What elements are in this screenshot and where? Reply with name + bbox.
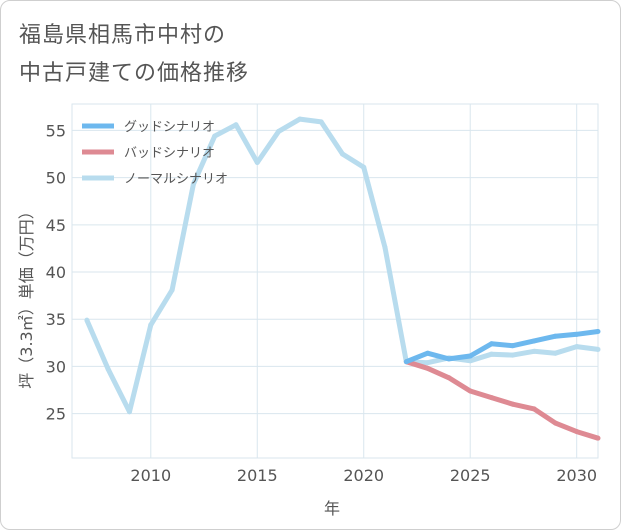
data-point bbox=[552, 350, 558, 356]
y-tick-label: 50 bbox=[46, 169, 66, 188]
legend-label: グッドシナリオ bbox=[124, 120, 215, 135]
y-tick-label: 40 bbox=[46, 263, 66, 282]
data-point bbox=[595, 435, 601, 441]
data-point bbox=[489, 341, 495, 347]
data-point bbox=[446, 356, 452, 362]
x-axis-label: 年 bbox=[324, 499, 340, 518]
series-0 bbox=[403, 329, 601, 365]
data-point bbox=[531, 338, 537, 344]
data-point bbox=[595, 329, 601, 335]
series-2 bbox=[84, 116, 601, 415]
data-point bbox=[446, 375, 452, 381]
data-point bbox=[489, 395, 495, 401]
y-tick-label: 45 bbox=[46, 216, 66, 235]
data-point bbox=[361, 164, 367, 170]
x-tick-label: 2025 bbox=[450, 466, 491, 485]
y-tick-label: 30 bbox=[46, 357, 66, 376]
data-point bbox=[425, 365, 431, 371]
x-tick-label: 2020 bbox=[343, 466, 384, 485]
data-point bbox=[105, 366, 111, 372]
data-point bbox=[233, 122, 239, 128]
data-point bbox=[531, 348, 537, 354]
chart-title: 福島県相馬市中村の 中古戸建ての価格推移 bbox=[19, 17, 249, 93]
data-point bbox=[574, 344, 580, 350]
chart-title-line-1: 福島県相馬市中村の bbox=[19, 23, 227, 48]
data-point bbox=[276, 128, 282, 134]
legend-label: バッドシナリオ bbox=[124, 146, 215, 161]
x-tick-label: 2030 bbox=[556, 466, 597, 485]
data-point bbox=[467, 358, 473, 364]
data-point bbox=[510, 343, 516, 349]
data-point bbox=[552, 420, 558, 426]
x-axis-ticks: 2010 2015 2020 2025 2030 bbox=[130, 466, 597, 485]
data-point bbox=[510, 352, 516, 358]
legend-item: バッドシナリオ bbox=[82, 146, 215, 161]
y-axis-label: 坪（3.3㎡）単価（万円） bbox=[17, 203, 36, 388]
grid-x bbox=[150, 104, 578, 458]
y-tick-label: 25 bbox=[46, 405, 66, 424]
series-1 bbox=[403, 359, 601, 441]
data-point bbox=[339, 151, 345, 157]
x-tick-label: 2015 bbox=[237, 466, 278, 485]
data-point bbox=[169, 287, 175, 293]
series-line bbox=[405, 359, 599, 441]
y-tick-label: 55 bbox=[46, 121, 66, 140]
y-axis-ticks: 25 30 35 40 45 50 55 bbox=[46, 121, 66, 423]
data-point bbox=[403, 359, 409, 365]
data-point bbox=[212, 133, 218, 139]
legend-item: ノーマルシナリオ bbox=[82, 172, 228, 187]
legend-label: ノーマルシナリオ bbox=[124, 172, 228, 187]
data-point bbox=[190, 181, 196, 187]
data-point bbox=[382, 244, 388, 250]
grid-y bbox=[72, 129, 598, 415]
data-point bbox=[84, 317, 90, 323]
plot-area bbox=[71, 103, 599, 459]
x-tick-label: 2010 bbox=[130, 466, 171, 485]
data-point bbox=[254, 160, 260, 166]
data-point bbox=[148, 322, 154, 328]
data-point bbox=[126, 409, 132, 415]
data-point bbox=[467, 353, 473, 359]
data-point bbox=[467, 388, 473, 394]
data-point bbox=[552, 333, 558, 339]
data-point bbox=[510, 401, 516, 407]
data-point bbox=[574, 429, 580, 435]
data-point bbox=[425, 360, 431, 366]
data-point bbox=[574, 331, 580, 337]
data-point bbox=[489, 351, 495, 357]
chart-title-line-2: 中古戸建ての価格推移 bbox=[19, 61, 250, 86]
series-layer bbox=[84, 116, 601, 441]
y-tick-label: 35 bbox=[46, 310, 66, 329]
series-line bbox=[405, 329, 599, 365]
data-point bbox=[318, 119, 324, 125]
data-point bbox=[425, 350, 431, 356]
data-point bbox=[297, 116, 303, 122]
data-point bbox=[531, 406, 537, 412]
data-point bbox=[595, 346, 601, 352]
legend-item: グッドシナリオ bbox=[82, 120, 215, 135]
